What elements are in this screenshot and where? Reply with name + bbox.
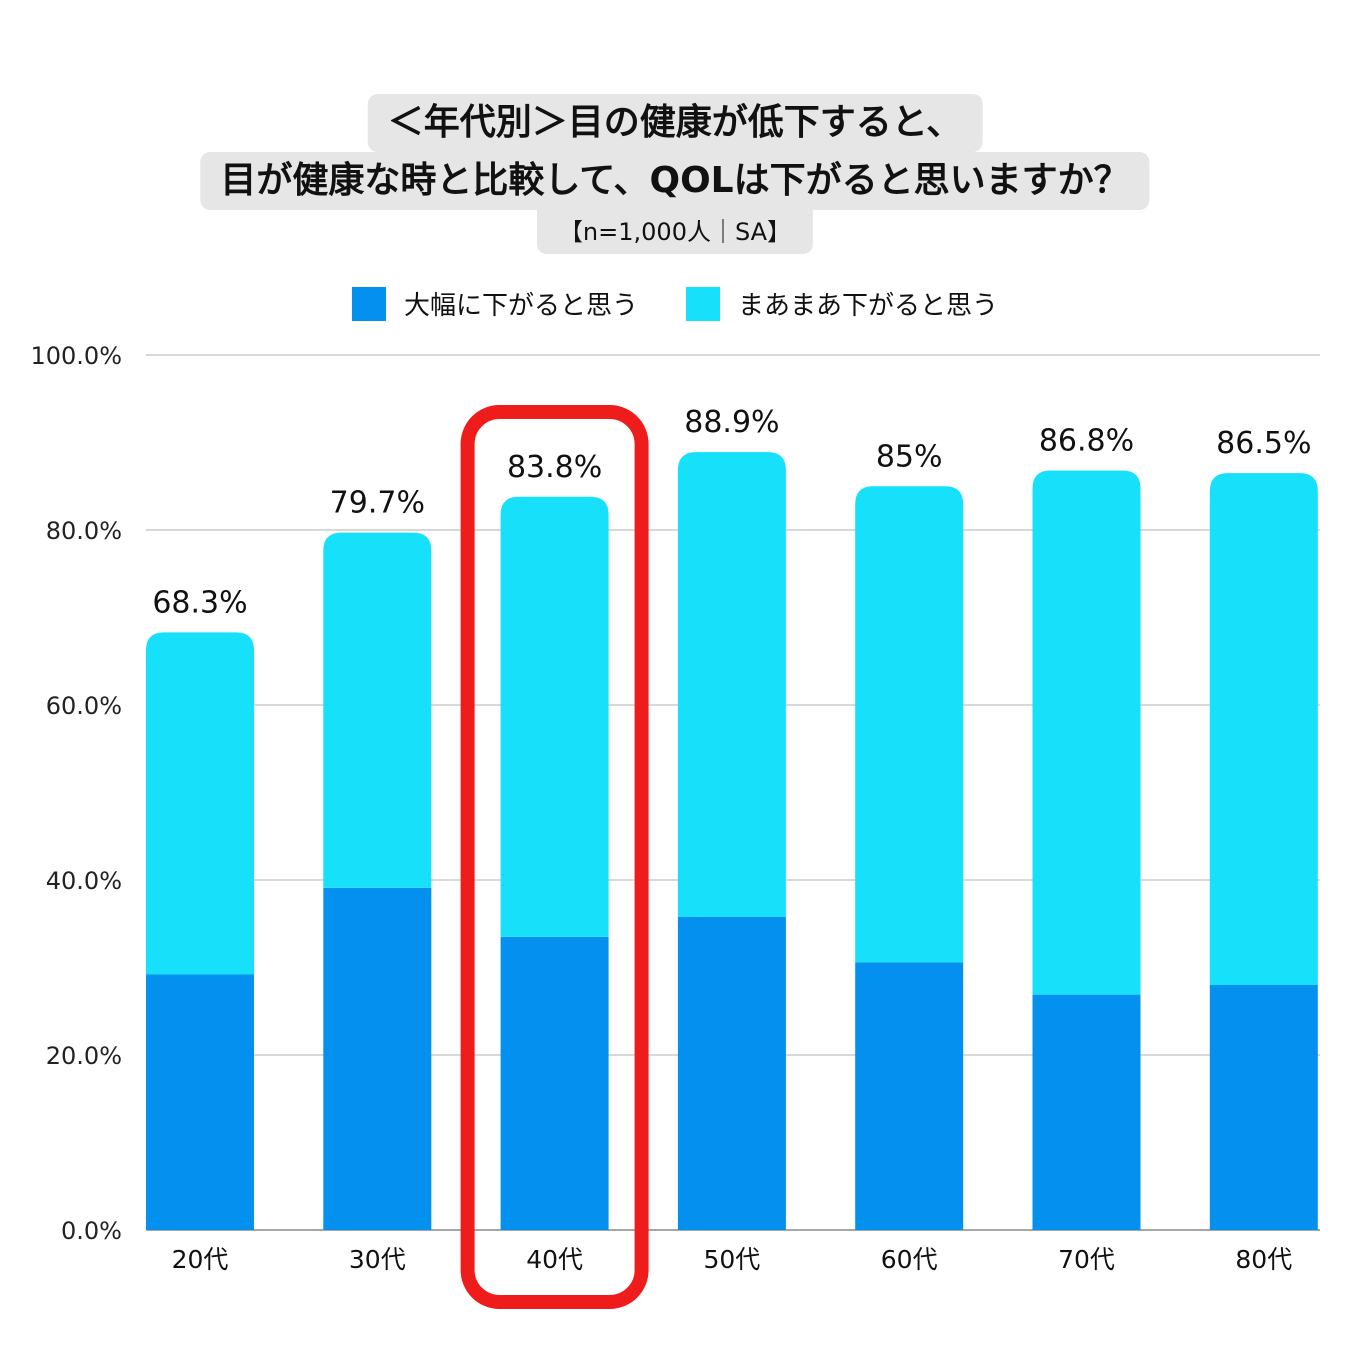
- bar-series-1-70代: [1032, 994, 1141, 1230]
- chart-title-line-2: 目が健康な時と比較して、QOLは下がると思いますか？: [200, 152, 1150, 210]
- bar-series-1-60代: [855, 962, 964, 1230]
- x-tick-label-20代: 20代: [172, 1245, 229, 1274]
- legend-label-series-1: 大幅に下がると思う: [403, 291, 638, 321]
- x-tick-label-70代: 70代: [1058, 1245, 1115, 1274]
- legend-swatch-series-2: [686, 286, 720, 321]
- total-label-40代: 83.8%: [507, 450, 602, 485]
- total-label-50代: 88.9%: [684, 405, 779, 440]
- bar-series-2-50代: [677, 452, 786, 917]
- y-tick-label-20: 20.0%: [46, 1042, 122, 1070]
- bar-series-2-40代: [500, 496, 609, 937]
- bar-series-2-80代: [1209, 473, 1318, 985]
- bar-series-2-60代: [855, 486, 964, 963]
- total-label-70代: 86.8%: [1039, 424, 1134, 459]
- y-tick-label-100: 100.0%: [30, 342, 122, 370]
- bar-series-2-20代: [146, 632, 254, 975]
- y-tick-label-80: 80.0%: [46, 517, 122, 545]
- bar-series-1-40代: [500, 936, 609, 1230]
- total-label-30代: 79.7%: [330, 486, 425, 521]
- bar-series-1-50代: [677, 916, 786, 1230]
- bar-series-1-80代: [1209, 985, 1318, 1230]
- legend-swatch-series-1: [351, 286, 386, 321]
- legend-item-series-2: まあまあ下がると思う: [686, 285, 998, 322]
- total-label-80代: 86.5%: [1216, 426, 1311, 461]
- x-tick-label-80代: 80代: [1235, 1245, 1292, 1274]
- chart-subtitle: 【n=1,000人｜SA】: [536, 210, 814, 254]
- y-tick-label-40: 40.0%: [46, 867, 122, 895]
- x-tick-label-60代: 60代: [881, 1245, 938, 1274]
- y-tick-label-0: 0.0%: [61, 1217, 122, 1245]
- bar-series-1-20代: [146, 974, 254, 1230]
- x-tick-label-50代: 50代: [703, 1245, 760, 1274]
- legend-item-series-1: 大幅に下がると思う: [351, 285, 638, 322]
- bar-series-2-70代: [1032, 470, 1141, 995]
- y-tick-label-60: 60.0%: [46, 692, 122, 720]
- total-label-60代: 85%: [876, 439, 943, 474]
- x-tick-label-30代: 30代: [349, 1245, 406, 1274]
- total-label-20代: 68.3%: [152, 585, 247, 620]
- chart-title-line-1: ＜年代別＞目の健康が低下すると、: [367, 94, 983, 152]
- highlight-frame-40代: [460, 405, 649, 1309]
- bar-series-2-30代: [323, 532, 432, 888]
- x-tick-label-40代: 40代: [526, 1245, 583, 1274]
- legend-label-series-2: まあまあ下がると思う: [738, 291, 999, 321]
- bar-series-1-30代: [323, 887, 432, 1230]
- chart-legend: 大幅に下がると思う まあまあ下がると思う: [0, 285, 1350, 322]
